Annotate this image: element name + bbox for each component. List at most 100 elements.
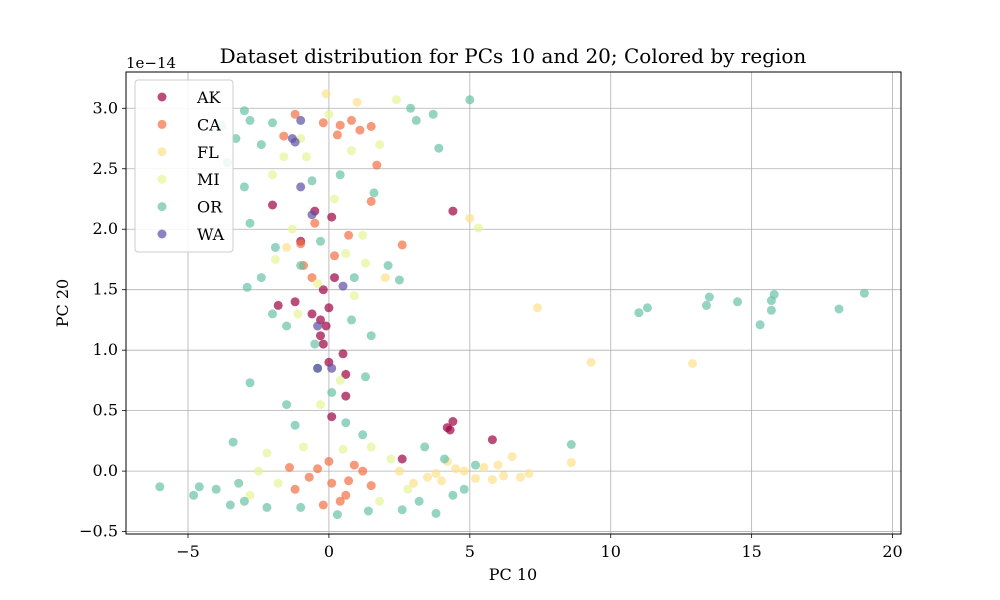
data-point-wa [338,281,348,291]
data-point-or [242,282,252,292]
legend-label-fl: FL [197,143,219,162]
data-point-or [239,106,249,116]
x-axis-ticks: −5 0 5 10 15 20 [176,534,903,561]
data-point-ca [366,196,376,206]
data-point-mi [361,258,370,268]
y-tick-label: 2.0 [93,219,118,238]
legend-marker-mi [157,174,167,184]
y-axis-label: PC 20 [53,279,72,327]
data-point-or [397,505,407,515]
data-point-mi [279,152,289,162]
data-point-fl [459,466,469,476]
data-point-or [270,242,280,252]
data-point-ca [290,109,300,119]
data-point-or [327,388,337,397]
data-point-fl [524,469,534,478]
data-point-ca [324,456,334,466]
data-point-ca [341,490,351,500]
legend-marker-ca [157,119,167,129]
data-point-mi [293,309,303,319]
data-point-ca [349,460,359,470]
data-point-fl [409,478,418,488]
data-point-ak [448,206,458,216]
data-point-or [366,331,376,341]
data-point-fl [431,469,441,478]
data-point-fl [282,242,292,252]
data-point-mi [375,496,385,506]
data-point-or [448,490,458,500]
y-tick-label: 0.5 [93,401,118,420]
data-point-fl [533,303,542,313]
legend-marker-or [157,202,167,212]
x-tick-label: 0 [324,542,334,561]
data-point-mi [273,478,283,488]
data-point-or [341,418,351,428]
data-point-ca [279,131,289,141]
data-point-ca [344,476,354,486]
data-point-fl [487,475,497,485]
data-point-or [349,273,359,283]
data-point-mi [338,444,348,454]
x-tick-label: 10 [601,542,621,561]
data-point-fl [394,466,404,476]
data-point-mi [254,466,263,476]
y-tick-label: 0.0 [93,461,118,480]
data-point-or [307,176,317,186]
data-point-or [228,437,238,447]
data-point-or [440,454,449,464]
data-point-fl [516,472,525,482]
data-point-ca [290,484,300,494]
data-point-or [316,236,325,246]
x-tick-label: 5 [465,542,475,561]
data-point-mi [375,140,385,150]
data-point-ca [372,160,382,170]
y-tick-label: 2.5 [93,159,118,178]
data-point-or [465,95,475,105]
data-point-mi [473,223,483,233]
data-point-wa [296,115,306,125]
data-point-or [361,372,370,382]
data-point-or [834,304,844,314]
data-point-fl [586,357,596,367]
data-point-or [428,109,438,119]
data-point-ca [335,120,345,130]
data-point-or [268,118,277,128]
data-point-mi [335,375,345,385]
data-point-or [420,442,430,452]
data-point-ak [324,303,334,313]
data-point-or [296,261,306,270]
data-point-mi [403,484,413,494]
data-point-or [194,482,204,492]
data-point-ak [327,412,337,422]
y-scale-label: 1e−14 [126,54,176,72]
data-point-ca [318,118,328,128]
chart-title: Dataset distribution for PCs 10 and 20; … [220,44,807,68]
data-point-mi [341,248,351,258]
data-point-ak [318,339,328,349]
data-point-or [642,303,652,313]
legend-label-ca: CA [197,115,221,134]
data-point-or [189,490,199,500]
data-point-ak [327,212,337,222]
data-point-ca [310,218,320,228]
x-tick-label: −5 [176,542,200,561]
data-point-ak [307,309,317,319]
y-tick-label: −0.5 [79,522,118,541]
data-point-or [256,140,266,150]
data-point-fl [451,464,461,474]
data-point-mi [262,448,272,458]
y-axis-ticks: −0.5 0.0 0.5 1.0 1.5 2.0 2.5 3.0 [79,98,126,541]
data-point-or [414,496,424,506]
data-point-fl [479,463,489,472]
data-point-ak [341,391,351,401]
data-point-fl [380,273,390,283]
data-point-ca [330,251,339,261]
data-point-or [332,510,342,520]
plot-frame [125,71,902,535]
legend-label-mi: MI [197,170,220,189]
data-point-or [358,430,368,440]
data-point-or [566,440,576,449]
data-point-ca [327,478,337,488]
